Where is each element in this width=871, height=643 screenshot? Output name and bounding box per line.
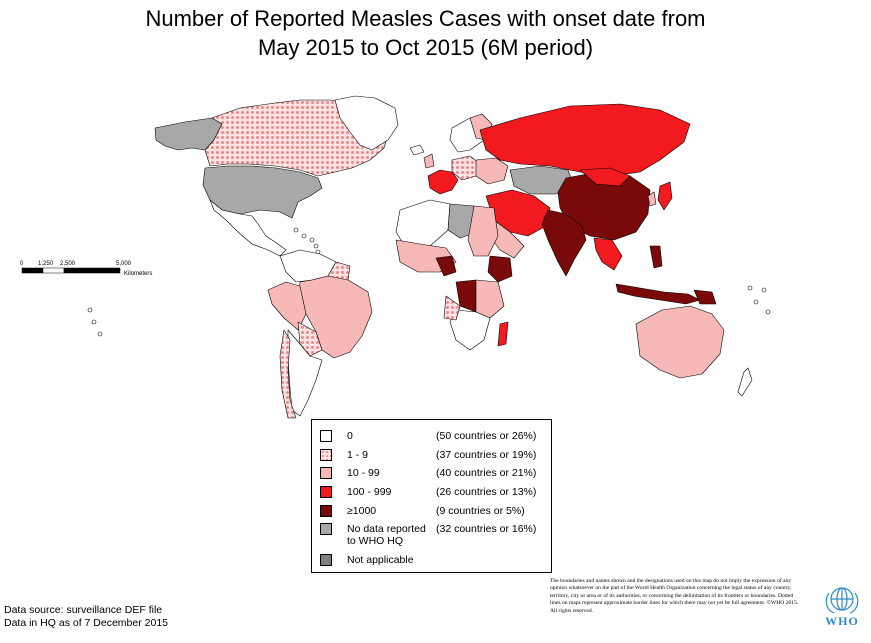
legend-swatch-not-applicable [320, 554, 332, 566]
region-southeast-asia [593, 237, 623, 271]
region-north-africa-west [395, 199, 451, 249]
country-russia [479, 103, 691, 177]
legend-label: ≥1000 [347, 505, 377, 517]
country-indonesia [615, 283, 701, 305]
legend-count: (9 countries or 5%) [436, 505, 525, 517]
source-line-2: Data in HQ as of 7 December 2015 [4, 617, 169, 629]
title-line-1: Number of Reported Measles Cases with on… [145, 6, 706, 31]
scale-tick-0: 0 [20, 261, 24, 267]
country-mongolia [579, 167, 631, 187]
country-philippines [649, 245, 663, 269]
country-india [541, 209, 587, 277]
legend-label: 1 - 9 [347, 449, 369, 461]
legend-label: Not applicable [347, 554, 414, 566]
legend-swatch-100-999 [320, 486, 332, 498]
scale-bar: 0 1,250 2,500 5,000 Kilometers [20, 261, 152, 277]
region-east-africa [475, 279, 505, 319]
legend-swatch-zero [320, 430, 332, 442]
country-mexico [209, 199, 287, 257]
region-eastern-europe [475, 157, 509, 185]
country-uk [423, 153, 435, 169]
country-bolivia [297, 321, 323, 357]
scale-unit: Kilometers [124, 271, 152, 277]
scale-tick-1250: 1,250 [38, 261, 54, 267]
country-ethiopia [487, 255, 513, 283]
country-new-zealand [737, 367, 753, 397]
disclaimer: The boundaries and names shown and the d… [550, 578, 799, 614]
country-brazil [297, 275, 373, 359]
legend-count: (40 countries or 21%) [436, 467, 537, 479]
country-greenland [334, 95, 399, 151]
country-egypt-sudan [467, 205, 499, 257]
legend-swatch-10-99 [320, 467, 332, 479]
country-argentina [287, 329, 323, 417]
country-korea [647, 191, 657, 207]
country-angola-zambia [443, 295, 461, 321]
country-madagascar [497, 321, 509, 347]
country-peru [267, 281, 307, 331]
source-line-1: Data source: surveillance DEF file [4, 604, 163, 616]
data-source-note: Data source: surveillance DEF file Data … [4, 604, 168, 630]
region-west-europe [427, 169, 459, 195]
legend-label: 100 - 999 [347, 486, 392, 498]
country-png [693, 289, 717, 305]
who-emblem-icon [825, 587, 859, 614]
title-line-2: May 2015 to Oct 2015 (6M period) [257, 35, 594, 60]
legend-label: 0 [347, 430, 353, 442]
country-nigeria [435, 255, 457, 277]
legend-count: (32 countries or 16%) [436, 523, 537, 535]
legend-label: No data reported to WHO HQ [347, 523, 426, 547]
who-logo-text: WHO [825, 614, 859, 628]
legend: 0 (50 countries or 26%) 1 - 9 (37 countr… [311, 419, 552, 573]
country-australia [635, 305, 725, 379]
legend-label: 10 - 99 [347, 467, 380, 479]
legend-count: (37 countries or 19%) [436, 449, 537, 461]
legend-swatch-no-data [320, 523, 332, 535]
legend-count: (26 countries or 13%) [436, 486, 537, 498]
map-title: Number of Reported Measles Cases with on… [0, 4, 851, 62]
country-japan [657, 181, 673, 211]
legend-count: (50 countries or 26%) [436, 430, 537, 442]
scale-tick-2500: 2,500 [60, 261, 76, 267]
region-southern-africa [449, 309, 491, 351]
country-iceland [409, 144, 425, 156]
legend-swatch-1000-plus [320, 505, 332, 517]
legend-swatch-1-9 [320, 449, 332, 461]
scale-tick-5000: 5,000 [116, 261, 132, 267]
country-chile [279, 329, 297, 419]
